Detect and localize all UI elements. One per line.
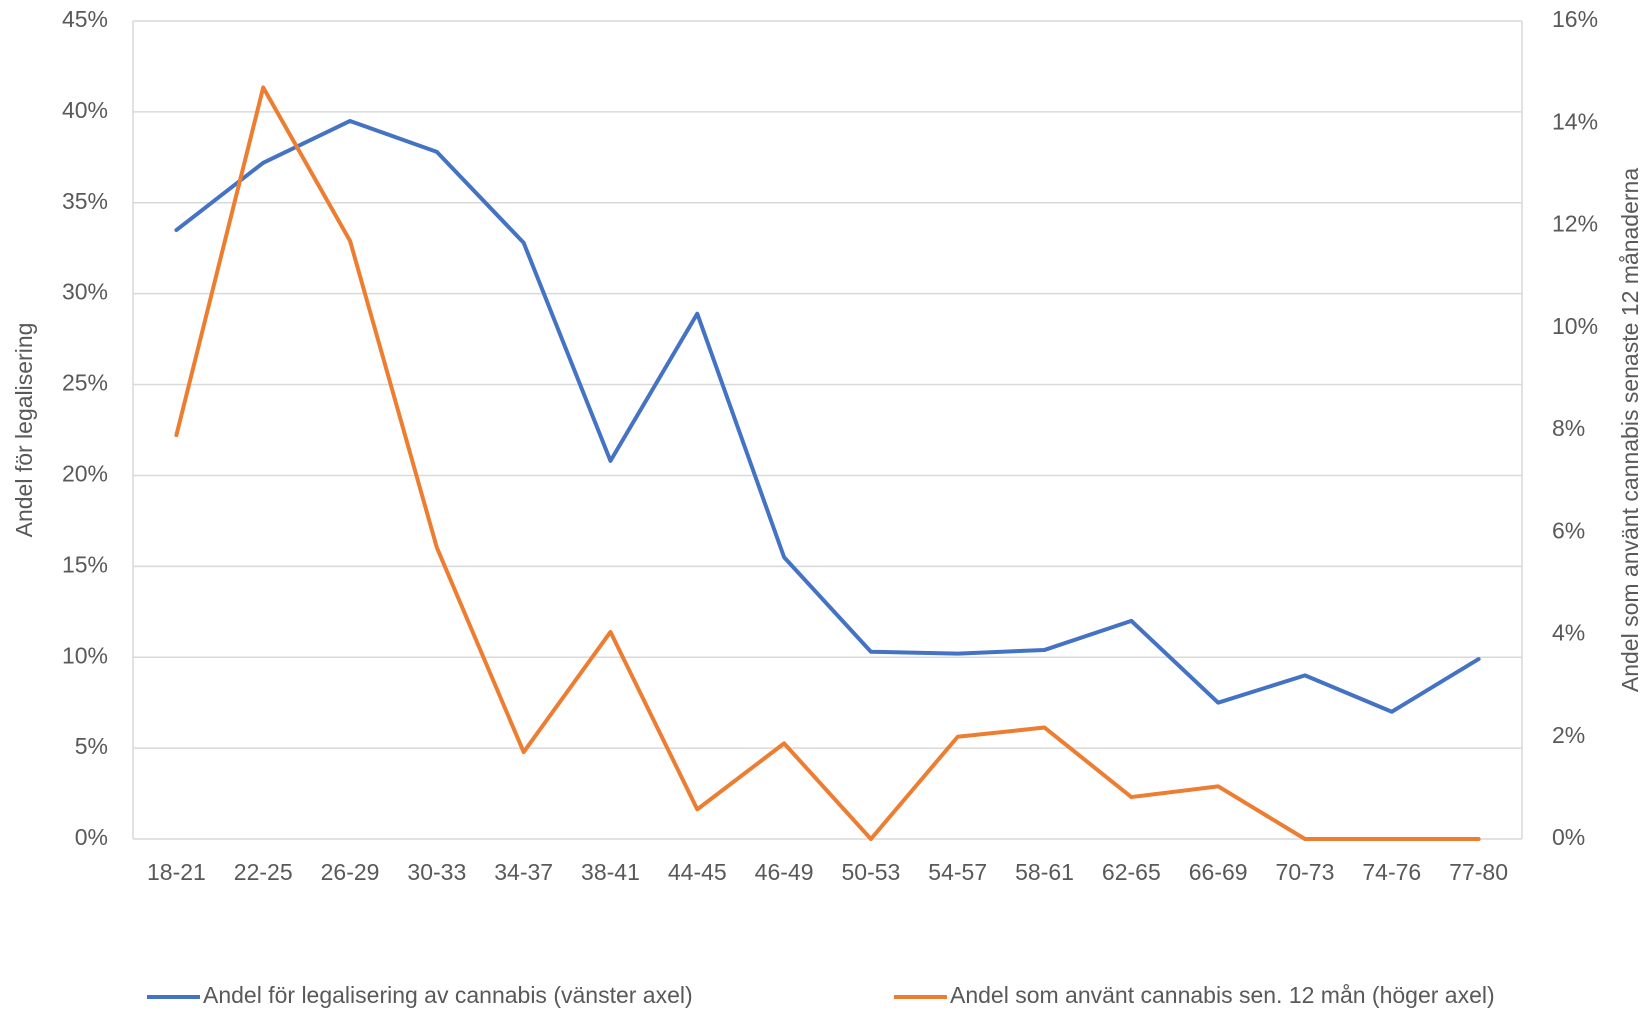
- y-tick-label: 20%: [62, 461, 108, 487]
- legend-label: Andel som använt cannabis sen. 12 mån (h…: [950, 982, 1495, 1008]
- y2-axis-title: Andel som använt cannabis senaste 12 mån…: [1617, 168, 1643, 692]
- y2-tick-label: 2%: [1552, 722, 1585, 748]
- legend-label: Andel för legalisering av cannabis (väns…: [203, 982, 693, 1008]
- x-tick-label: 18-21: [147, 859, 206, 885]
- y-tick-label: 10%: [62, 642, 108, 668]
- y2-tick-label: 6%: [1552, 517, 1585, 543]
- x-tick-label: 54-57: [928, 859, 987, 885]
- y2-tick-label: 4%: [1552, 620, 1585, 646]
- x-tick-label: 58-61: [1015, 859, 1074, 885]
- x-tick-label: 74-76: [1362, 859, 1421, 885]
- x-tick-label: 62-65: [1102, 859, 1161, 885]
- y2-tick-label: 14%: [1552, 108, 1598, 134]
- y2-tick-label: 10%: [1552, 313, 1598, 339]
- y-tick-label: 15%: [62, 551, 108, 577]
- y2-tick-label: 16%: [1552, 6, 1598, 32]
- x-tick-label: 50-53: [841, 859, 900, 885]
- x-tick-label: 46-49: [755, 859, 814, 885]
- x-tick-label: 44-45: [668, 859, 727, 885]
- y-tick-label: 5%: [75, 733, 108, 759]
- y-tick-label: 25%: [62, 370, 108, 396]
- y2-tick-label: 8%: [1552, 415, 1585, 441]
- y-tick-label: 45%: [62, 6, 108, 32]
- y-tick-label: 30%: [62, 279, 108, 305]
- y-axis-title: Andel för legalisering: [11, 323, 37, 538]
- x-tick-label: 34-37: [494, 859, 553, 885]
- series-line: [174, 85, 1481, 841]
- y-tick-label: 40%: [62, 97, 108, 123]
- x-tick-label: 26-29: [321, 859, 380, 885]
- y-tick-label: 0%: [75, 824, 108, 850]
- x-tick-label: 38-41: [581, 859, 640, 885]
- y2-tick-label: 12%: [1552, 211, 1598, 237]
- x-tick-label: 77-80: [1449, 859, 1508, 885]
- series-line: [174, 118, 1481, 714]
- x-tick-label: 70-73: [1276, 859, 1335, 885]
- y2-tick-label: 0%: [1552, 824, 1585, 850]
- x-tick-label: 22-25: [234, 859, 293, 885]
- x-tick-label: 66-69: [1189, 859, 1248, 885]
- y-tick-label: 35%: [62, 188, 108, 214]
- x-tick-label: 30-33: [407, 859, 466, 885]
